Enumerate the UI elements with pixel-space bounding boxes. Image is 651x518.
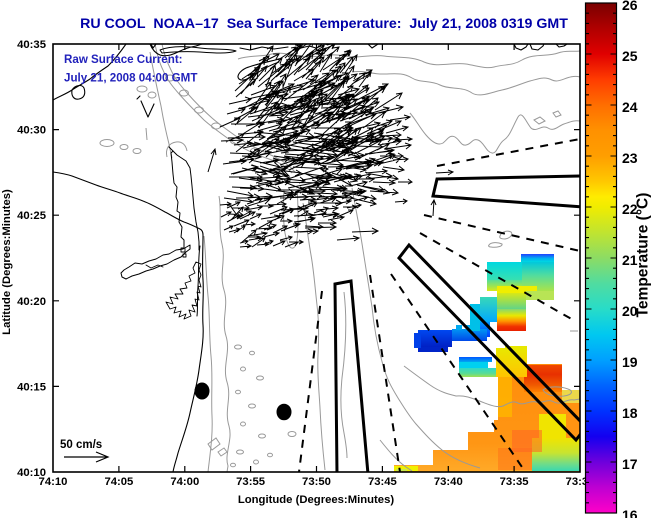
svg-text:40:35: 40:35 bbox=[17, 39, 46, 51]
svg-text:40:30: 40:30 bbox=[17, 125, 46, 137]
svg-text:73:50: 73:50 bbox=[302, 476, 331, 488]
svg-text:73:35: 73:35 bbox=[500, 476, 529, 488]
svg-text:73:45: 73:45 bbox=[368, 476, 397, 488]
svg-text:16: 16 bbox=[622, 507, 638, 518]
svg-text:74:10: 74:10 bbox=[39, 476, 68, 488]
svg-text:40:25: 40:25 bbox=[17, 210, 46, 222]
svg-text:17: 17 bbox=[622, 456, 638, 472]
svg-text:23: 23 bbox=[622, 150, 638, 166]
svg-text:74:00: 74:00 bbox=[170, 476, 199, 488]
svg-text:40:10: 40:10 bbox=[17, 467, 46, 479]
svg-text:20: 20 bbox=[622, 303, 638, 319]
svg-text:73:40: 73:40 bbox=[434, 476, 463, 488]
svg-text:18: 18 bbox=[622, 405, 638, 421]
svg-text:25: 25 bbox=[622, 48, 638, 64]
svg-text:40:20: 40:20 bbox=[17, 296, 46, 308]
svg-text:40:15: 40:15 bbox=[17, 381, 46, 393]
svg-text:19: 19 bbox=[622, 354, 638, 370]
svg-text:Raw Surface Current:: Raw Surface Current: bbox=[64, 53, 183, 66]
svg-text:RU COOL NOAA–17 Sea Surface: RU COOL NOAA–17 Sea Surface Temperature:… bbox=[80, 16, 568, 32]
svg-text:Temperature (°C): Temperature (°C) bbox=[635, 193, 651, 318]
svg-text:24: 24 bbox=[622, 99, 638, 115]
svg-text:Latitude (Degrees:Minutes): Latitude (Degrees:Minutes) bbox=[1, 189, 13, 335]
svg-text:50 cm/s: 50 cm/s bbox=[60, 439, 102, 451]
svg-text:21: 21 bbox=[622, 252, 638, 268]
svg-text:22: 22 bbox=[622, 201, 638, 217]
svg-text:73:55: 73:55 bbox=[236, 476, 265, 488]
svg-text:July 21, 2008 04:00 GMT: July 21, 2008 04:00 GMT bbox=[64, 72, 197, 85]
svg-text:Longitude (Degrees:Minutes): Longitude (Degrees:Minutes) bbox=[238, 494, 395, 506]
svg-text:26: 26 bbox=[622, 0, 638, 13]
svg-text:74:05: 74:05 bbox=[104, 476, 133, 488]
